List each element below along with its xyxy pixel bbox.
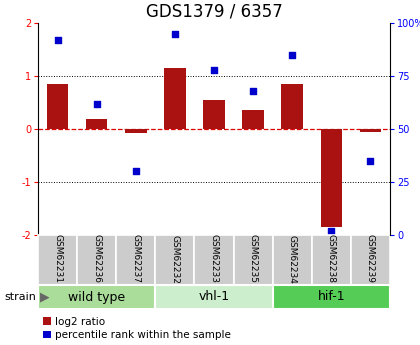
Point [54, 37, 61, 43]
Bar [155, 285, 273, 309]
Text: hif-1: hif-1 [318, 290, 345, 304]
Bar [194, 235, 234, 285]
Point [289, 52, 296, 58]
Bar [273, 285, 390, 309]
Text: GSM62238: GSM62238 [327, 235, 336, 284]
Point [171, 31, 178, 36]
Point [250, 88, 257, 93]
Bar [320, 129, 342, 227]
Point [93, 101, 100, 106]
Bar [351, 235, 390, 285]
Title: GDS1379 / 6357: GDS1379 / 6357 [146, 2, 282, 20]
Bar [164, 68, 186, 129]
Bar [281, 84, 303, 129]
Bar [47, 84, 68, 129]
Bar [203, 100, 225, 129]
Bar [234, 235, 273, 285]
Bar [273, 235, 312, 285]
Text: GSM62233: GSM62233 [210, 235, 218, 284]
Text: GSM62232: GSM62232 [171, 235, 179, 284]
Legend: log2 ratio, percentile rank within the sample: log2 ratio, percentile rank within the s… [43, 317, 231, 340]
Text: GSM62235: GSM62235 [249, 235, 257, 284]
Text: GSM62239: GSM62239 [366, 235, 375, 284]
Text: GSM62234: GSM62234 [288, 235, 297, 284]
Point [132, 169, 139, 174]
Bar [38, 285, 155, 309]
Bar [125, 129, 147, 133]
Text: wild type: wild type [68, 290, 125, 304]
Bar [38, 235, 77, 285]
Text: strain: strain [4, 292, 36, 302]
Bar [242, 110, 264, 129]
Text: GSM62237: GSM62237 [131, 235, 140, 284]
Bar [116, 235, 155, 285]
Bar [77, 235, 116, 285]
Text: ▶: ▶ [40, 290, 50, 304]
Bar [86, 119, 108, 129]
Bar [155, 235, 194, 285]
Point [328, 228, 335, 234]
Point [211, 67, 218, 72]
Bar [360, 129, 381, 132]
Bar [312, 235, 351, 285]
Point [367, 158, 374, 164]
Text: GSM62231: GSM62231 [53, 235, 62, 284]
Text: vhl-1: vhl-1 [198, 290, 230, 304]
Text: GSM62236: GSM62236 [92, 235, 101, 284]
